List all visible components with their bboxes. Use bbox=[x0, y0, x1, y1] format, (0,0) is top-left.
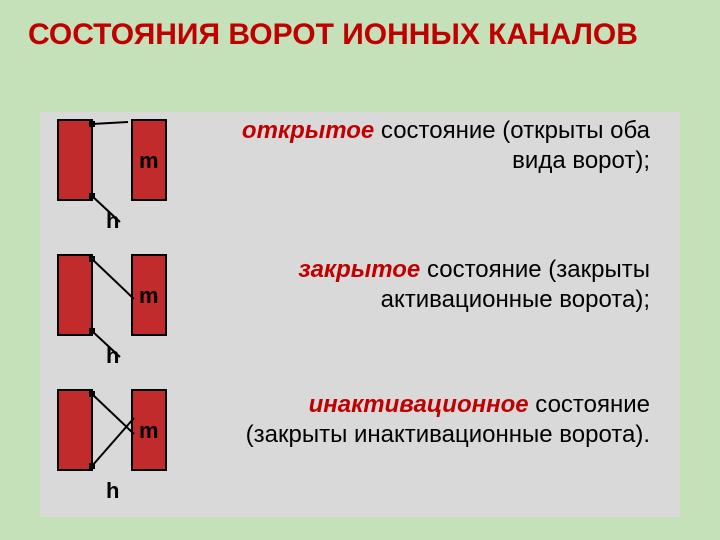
state-text-closed: закрытое состояние (закрыты активационны… bbox=[240, 247, 660, 315]
state-text-inactivated: инактивационное состояние (закрыты инакт… bbox=[240, 382, 660, 450]
state-row-closed: mh закрытое состояние (закрыты активацио… bbox=[40, 247, 680, 382]
state-row-open: mh открытое состояние (открыты оба вида … bbox=[40, 112, 680, 247]
state-emphasis: открытое bbox=[242, 117, 374, 144]
svg-text:m: m bbox=[139, 418, 159, 443]
channel-svg-closed: mh bbox=[40, 247, 240, 382]
state-rest: состояние (закрыты активационные ворота)… bbox=[381, 256, 650, 313]
content-panel: mh открытое состояние (открыты оба вида … bbox=[40, 112, 680, 517]
svg-text:h: h bbox=[106, 478, 119, 503]
slide-page: СОСТОЯНИЯ ВОРОТ ИОННЫХ КАНАЛОВ mh открыт… bbox=[0, 0, 720, 540]
state-text-open: открытое состояние (открыты оба вида вор… bbox=[240, 112, 660, 176]
state-emphasis: закрытое bbox=[298, 256, 420, 283]
svg-text:m: m bbox=[139, 148, 159, 173]
channel-svg-open: mh bbox=[40, 112, 240, 247]
svg-text:m: m bbox=[139, 283, 159, 308]
channel-diagram-closed: mh bbox=[40, 247, 240, 382]
channel-svg-inactivated: mh bbox=[40, 382, 240, 517]
state-row-inactivated: mh инактивационное состояние (закрыты ин… bbox=[40, 382, 680, 517]
page-title: СОСТОЯНИЯ ВОРОТ ИОННЫХ КАНАЛОВ bbox=[28, 18, 638, 53]
svg-text:h: h bbox=[106, 208, 119, 233]
svg-text:h: h bbox=[106, 343, 119, 368]
state-rest: состояние (открыты оба вида ворот); bbox=[374, 117, 650, 174]
channel-diagram-inactivated: mh bbox=[40, 382, 240, 517]
channel-diagram-open: mh bbox=[40, 112, 240, 247]
state-emphasis: инактивационное bbox=[309, 391, 529, 418]
